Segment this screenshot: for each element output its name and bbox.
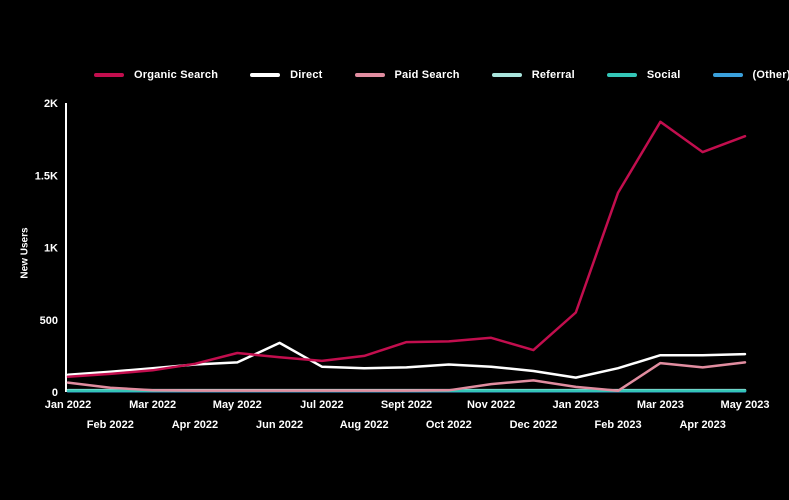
x-tick-label-feb-2023: Feb 2023 xyxy=(595,419,642,431)
legend-swatch-direct xyxy=(250,73,281,77)
legend-label-referral: Referral xyxy=(531,69,575,81)
x-tick-label-jun-2022: Jun 2022 xyxy=(256,419,303,431)
legend-swatch-other xyxy=(712,73,743,77)
y-tick-label-1-5k: 1.5K xyxy=(35,170,58,182)
x-tick-label-nov-2022: Nov 2022 xyxy=(467,399,515,411)
y-tick-label-500: 500 xyxy=(40,315,58,327)
legend-swatch-paid-search xyxy=(354,73,385,77)
x-tick-label-dec-2022: Dec 2022 xyxy=(510,419,558,431)
x-tick-label-apr-2023: Apr 2023 xyxy=(679,419,725,431)
x-tick-label-may-2022: May 2022 xyxy=(213,399,262,411)
legend-item-organic-search[interactable]: Organic Search xyxy=(94,69,218,81)
x-tick-label-jan-2023: Jan 2023 xyxy=(553,399,599,411)
x-tick-label-aug-2022: Aug 2022 xyxy=(340,419,389,431)
x-tick-label-feb-2022: Feb 2022 xyxy=(87,419,134,431)
x-tick-label-oct-2022: Oct 2022 xyxy=(426,419,472,431)
x-tick-label-mar-2022: Mar 2022 xyxy=(129,399,176,411)
x-tick-label-mar-2023: Mar 2023 xyxy=(637,399,684,411)
x-tick-label-jan-2022: Jan 2022 xyxy=(45,399,91,411)
y-axis-title: New Users xyxy=(19,227,31,279)
y-tick-label-1k: 1K xyxy=(44,243,58,255)
x-tick-label-may-2023: May 2023 xyxy=(721,399,770,411)
legend-label-social: Social xyxy=(646,69,681,81)
legend-label-paid-search: Paid Search xyxy=(394,69,460,81)
legend-item-social[interactable]: Social xyxy=(606,69,681,81)
legend-label-direct: Direct xyxy=(290,69,323,81)
legend-swatch-referral xyxy=(491,73,522,77)
legend-swatch-social xyxy=(606,73,637,77)
y-tick-label-2k: 2K xyxy=(44,98,58,110)
legend-item-other[interactable]: (Other) xyxy=(712,69,789,81)
series-line-direct xyxy=(66,341,747,379)
y-tick-label-0: 0 xyxy=(52,387,58,399)
chart-legend: Organic Search Direct Paid Search Referral S… xyxy=(94,69,789,81)
legend-item-referral[interactable]: Referral xyxy=(491,69,575,81)
legend-label-organic-search: Organic Search xyxy=(134,69,219,81)
x-tick-label-jul-2022: Jul 2022 xyxy=(300,399,343,411)
x-tick-label-apr-2022: Apr 2022 xyxy=(172,419,218,431)
series-line-paid-search xyxy=(66,361,747,393)
legend-item-paid-search[interactable]: Paid Search xyxy=(354,69,460,81)
legend-swatch-organic-search xyxy=(94,73,124,77)
series-line-organic-search xyxy=(66,120,747,379)
legend-item-direct[interactable]: Direct xyxy=(250,69,322,81)
x-tick-label-sept-2022: Sept 2022 xyxy=(381,399,432,411)
legend-label-other: (Other) xyxy=(752,69,789,81)
